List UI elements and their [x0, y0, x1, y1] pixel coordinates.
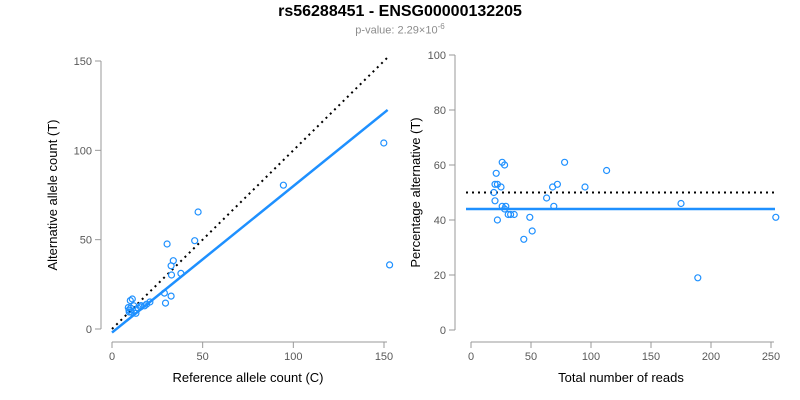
data-point: [160, 289, 168, 297]
data-point: [553, 180, 562, 188]
y-tick-label: 150: [74, 56, 92, 68]
x-tick-label: 100: [582, 351, 600, 363]
p-value-exponent: -6: [437, 22, 445, 31]
data-point: [167, 292, 175, 300]
data-point: [528, 227, 536, 235]
data-point: [772, 213, 780, 221]
data-point: [491, 180, 499, 188]
data-point: [169, 257, 177, 265]
right-plot: 0 20 40 60 80 100 0 50 100 150 200 250 Total number …: [408, 50, 780, 385]
x-tick-label: 150: [375, 351, 393, 363]
data-point: [163, 240, 171, 248]
data-point: [602, 166, 611, 175]
p-value-subtitle: p-value: 2.29×10-6: [0, 22, 800, 37]
data-point: [194, 208, 202, 216]
data-point: [386, 261, 394, 269]
data-point: [380, 139, 388, 147]
left-plot: 0 50 100 150 0 50 100 150 Reference allele count…: [45, 56, 394, 385]
fit-line: [111, 108, 389, 334]
p-value-text: p-value: 2.29×10: [355, 24, 438, 37]
x-tick-label: 150: [642, 351, 660, 363]
x-tick-label: 200: [702, 351, 720, 363]
data-point: [501, 161, 509, 169]
x-tick-label: 0: [109, 351, 115, 363]
data-point: [550, 202, 558, 210]
data-point: [161, 299, 170, 307]
data-point: [279, 181, 287, 189]
data-point: [581, 183, 589, 191]
y-tick-label: 0: [440, 325, 446, 337]
x-tick-label: 100: [284, 351, 302, 363]
data-point: [141, 302, 149, 310]
y-axis-title: Alternative allele count (T): [45, 119, 60, 270]
data-point: [125, 306, 133, 314]
data-point: [694, 274, 702, 282]
x-axis-title: Reference allele count (C): [172, 370, 323, 385]
y-tick-label: 100: [428, 50, 446, 62]
data-point: [677, 199, 685, 208]
y-tick-label: 80: [434, 105, 446, 117]
y-tick-label: 60: [434, 160, 446, 172]
data-point: [491, 197, 499, 205]
x-tick-label: 50: [197, 351, 209, 363]
x-tick-label: 0: [468, 351, 474, 363]
data-point: [497, 183, 505, 191]
data-point: [510, 210, 518, 219]
data-point: [490, 188, 498, 197]
data-point: [520, 235, 528, 243]
y-axis-title: Percentage alternative (T): [408, 117, 423, 267]
data-point: [526, 213, 534, 221]
data-point: [493, 216, 501, 224]
data-point: [502, 202, 510, 210]
x-axis-title: Total number of reads: [558, 370, 684, 385]
dotted-reference-line: [111, 56, 389, 330]
x-tick-label: 250: [762, 351, 780, 363]
y-tick-label: 50: [80, 235, 92, 247]
data-point: [126, 297, 134, 305]
data-point: [507, 210, 515, 219]
data-point: [146, 298, 154, 306]
data-point: [492, 169, 500, 177]
data-point: [128, 295, 136, 303]
data-point: [177, 269, 185, 277]
y-tick-label: 100: [74, 145, 92, 157]
data-point: [560, 158, 569, 166]
y-tick-label: 40: [434, 215, 446, 227]
x-tick-label: 50: [525, 351, 537, 363]
data-point: [167, 271, 176, 279]
data-point: [191, 237, 199, 245]
y-tick-label: 0: [86, 324, 92, 336]
data-point: [542, 194, 551, 202]
figure-title: rs56288451 - ENSG00000132205: [278, 3, 522, 20]
y-tick-label: 20: [434, 270, 446, 282]
